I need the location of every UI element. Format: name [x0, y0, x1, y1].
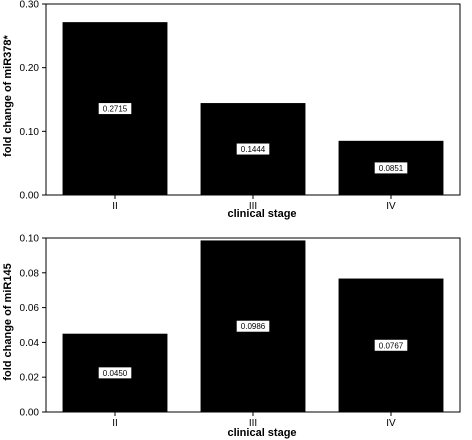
x-tick-label: IV [386, 201, 396, 212]
y-tick-label: 0.10 [20, 127, 40, 138]
y-tick-label: 0.08 [20, 268, 40, 279]
x-tick-label: III [249, 201, 257, 212]
y-axis-title: fold change of miR145 [2, 263, 14, 380]
data-label: 0.0450 [103, 369, 128, 378]
y-axis-title: fold change of miR378* [2, 34, 14, 156]
x-tick-label: II [112, 418, 118, 429]
y-tick-label: 0.04 [20, 338, 40, 349]
y-tick-label: 0.30 [20, 0, 40, 11]
y-tick-label: 0.02 [20, 373, 40, 384]
mir145-bar-chart: fold change of miR145 clinical stage 0.0… [2, 234, 461, 439]
y-tick-label: 0.00 [20, 408, 40, 419]
data-label: 0.0851 [379, 164, 404, 173]
data-label-box [98, 367, 132, 379]
data-label: 0.2715 [103, 105, 128, 114]
x-axis-title: clinical stage [227, 208, 296, 220]
data-label-box [236, 143, 270, 155]
y-tick-label: 0.06 [20, 303, 40, 314]
x-tick-label: II [112, 201, 118, 212]
data-label: 0.0986 [241, 322, 266, 331]
data-label-box [374, 339, 408, 351]
data-label: 0.1444 [241, 145, 266, 154]
x-tick-label: III [249, 418, 257, 429]
mir378-bar-chart: fold change of miR378* clinical stage 0.… [2, 0, 461, 220]
data-label-box [374, 162, 408, 174]
y-tick-label: 0.10 [20, 234, 40, 245]
x-axis-title: clinical stage [227, 427, 296, 439]
y-tick-label: 0.00 [20, 191, 40, 202]
data-label: 0.0767 [379, 341, 404, 350]
x-tick-label: IV [386, 418, 396, 429]
data-label-box [236, 320, 270, 332]
y-tick-label: 0.20 [20, 63, 40, 74]
data-label-box [98, 103, 132, 115]
